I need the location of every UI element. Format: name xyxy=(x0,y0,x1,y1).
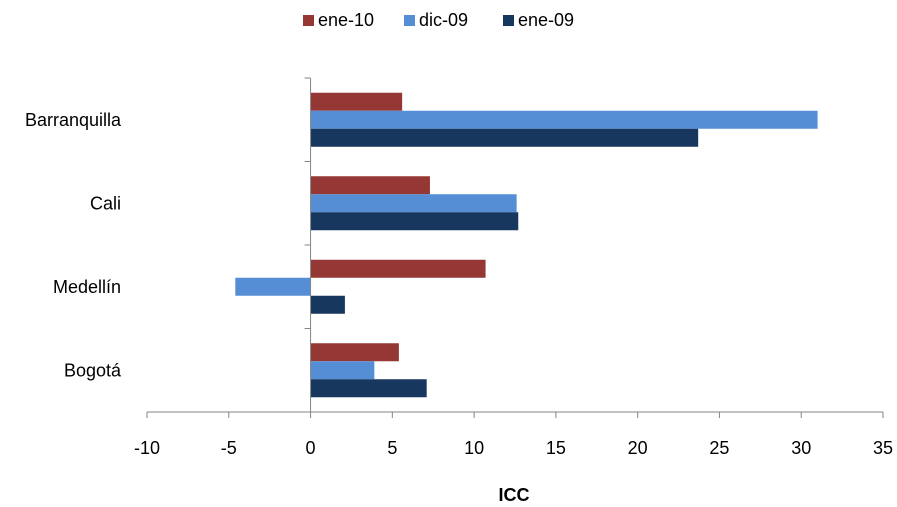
x-tick-label: 10 xyxy=(464,438,484,458)
axes-group: Barranquilla Cali Medellín Bogotá -10 -5 0 5 10 1… xyxy=(25,77,893,458)
legend-label: ene-09 xyxy=(518,10,574,30)
legend-item-ene-10: ene-10 xyxy=(303,10,374,30)
bar-ene-09-3 xyxy=(310,379,427,398)
category-label: Cali xyxy=(90,193,121,213)
category-label: Medellín xyxy=(53,277,121,297)
x-tick-label: 35 xyxy=(873,438,893,458)
x-tick-label: 15 xyxy=(546,438,566,458)
bar-dic-09-1 xyxy=(310,194,517,213)
bar-ene-10-3 xyxy=(310,343,399,362)
x-tick-label: 20 xyxy=(628,438,648,458)
bar-ene-10-2 xyxy=(310,259,486,278)
x-tick-label: 5 xyxy=(387,438,397,458)
bar-ene-09-1 xyxy=(310,212,519,231)
bar-dic-09-0 xyxy=(310,110,818,129)
bar-ene-10-1 xyxy=(310,176,430,195)
legend: ene-10 dic-09 ene-09 xyxy=(303,10,574,30)
legend-label: ene-10 xyxy=(318,10,374,30)
x-tick-label: -5 xyxy=(221,438,237,458)
bar-dic-09-2 xyxy=(235,277,311,296)
bar-ene-09-0 xyxy=(310,128,699,147)
bar-dic-09-3 xyxy=(310,361,375,380)
x-tick-label: 25 xyxy=(709,438,729,458)
bars-group xyxy=(235,92,818,398)
legend-label: dic-09 xyxy=(419,10,468,30)
bar-ene-10-0 xyxy=(310,92,403,111)
legend-item-ene-09: ene-09 xyxy=(503,10,574,30)
category-label: Bogotá xyxy=(64,360,122,380)
legend-item-dic-09: dic-09 xyxy=(404,10,468,30)
x-tick-label: -10 xyxy=(134,438,160,458)
legend-swatch xyxy=(303,15,314,26)
x-tick-label: 30 xyxy=(791,438,811,458)
bar-ene-09-2 xyxy=(310,295,345,314)
x-axis-title: ICC xyxy=(499,485,530,505)
category-label: Barranquilla xyxy=(25,110,122,130)
legend-swatch xyxy=(503,15,514,26)
x-tick-label: 0 xyxy=(306,438,316,458)
legend-swatch xyxy=(404,15,415,26)
